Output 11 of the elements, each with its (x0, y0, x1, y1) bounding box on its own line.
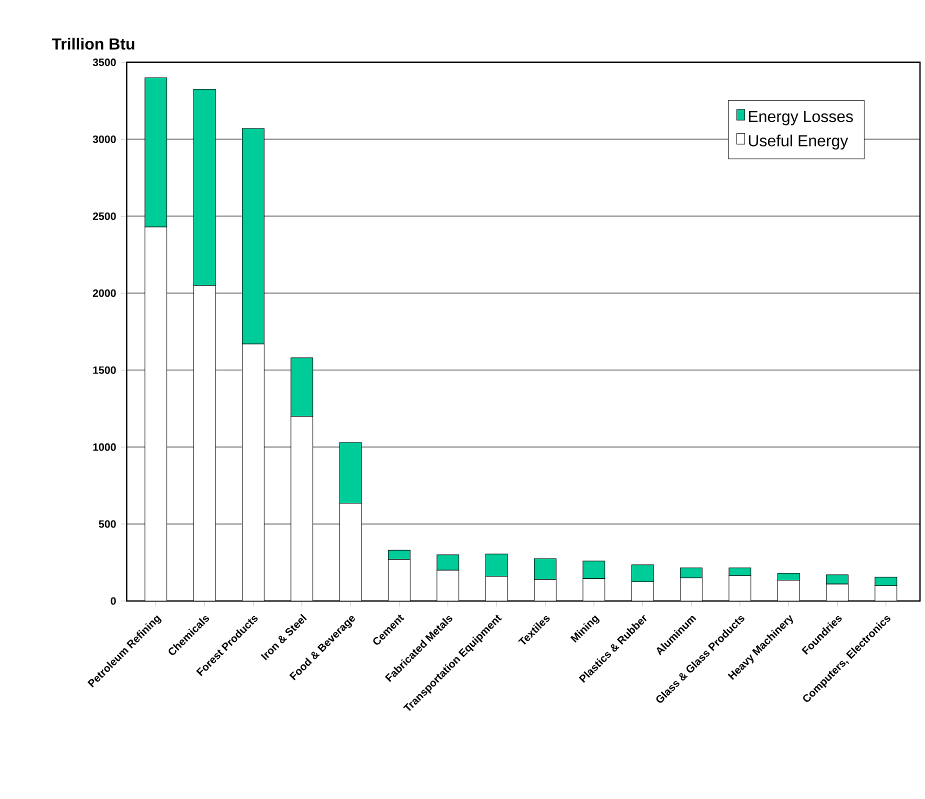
y-tick-label: 2000 (92, 289, 116, 297)
y-tick-label: 500 (98, 520, 116, 528)
y-tick-label: 2500 (92, 212, 116, 220)
y-tick-label: 3500 (92, 58, 116, 66)
y-tick-label: 3000 (92, 135, 116, 144)
legend-label: Useful Energy (748, 134, 848, 150)
y-axis-title: Trillion Btu (52, 38, 134, 50)
y-tick-label: 0 (110, 597, 116, 605)
y-tick-label: 1000 (93, 443, 116, 451)
legend-label: Energy Losses (749, 110, 853, 126)
y-tick-label: 1500 (93, 366, 116, 374)
